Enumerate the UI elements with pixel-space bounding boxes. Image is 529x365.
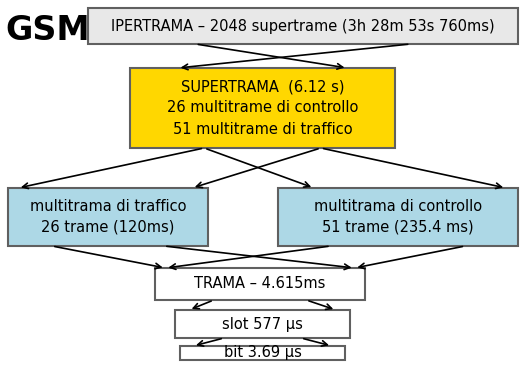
Text: bit 3.69 μs: bit 3.69 μs (224, 346, 302, 361)
Text: TRAMA – 4.615ms: TRAMA – 4.615ms (194, 277, 326, 292)
Bar (180, 346, 345, 360)
Text: GSM: GSM (5, 14, 89, 46)
Text: slot 577 μs: slot 577 μs (222, 316, 303, 331)
Bar (278, 188, 518, 246)
Bar (130, 68, 395, 148)
Bar (175, 310, 350, 338)
Text: multitrama di traffico
26 trame (120ms): multitrama di traffico 26 trame (120ms) (30, 199, 186, 235)
Bar (88, 8, 518, 44)
Text: SUPERTRAMA  (6.12 s)
26 multitrame di controllo
51 multitrame di traffico: SUPERTRAMA (6.12 s) 26 multitrame di con… (167, 80, 358, 137)
Text: multitrama di controllo
51 trame (235.4 ms): multitrama di controllo 51 trame (235.4 … (314, 199, 482, 235)
Bar (8, 188, 208, 246)
Bar (155, 268, 365, 300)
Text: IPERTRAMA – 2048 supertrame (3h 28m 53s 760ms): IPERTRAMA – 2048 supertrame (3h 28m 53s … (111, 19, 495, 34)
